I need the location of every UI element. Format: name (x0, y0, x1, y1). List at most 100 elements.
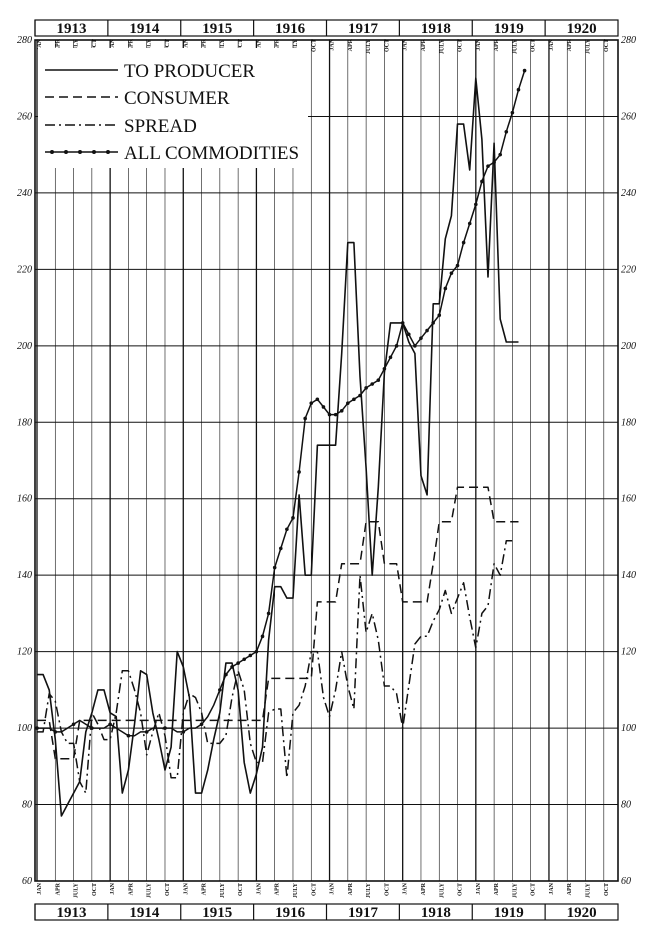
data-point-all-commodities-41 (285, 527, 289, 532)
data-point-all-commodities-64 (425, 328, 429, 333)
month-label-bottom-1917-OCT: OCT (384, 883, 390, 896)
month-label-bottom-1918-APR: APR (421, 882, 427, 895)
data-point-all-commodities-44 (303, 416, 307, 421)
year-header-bottom-1914: 1914 (129, 905, 160, 921)
data-point-all-commodities-54 (364, 386, 368, 390)
month-label-top-1914-OCT: OCT (165, 39, 171, 52)
y-tick-left-100: 100 (17, 723, 32, 734)
data-point-all-commodities-80 (522, 68, 527, 73)
data-point-all-commodities-68 (449, 271, 454, 275)
y-tick-right-200: 200 (621, 341, 636, 352)
data-point-all-commodities-40 (278, 546, 283, 551)
month-label-top-1917-JULY: JULY (366, 38, 372, 54)
data-point-all-commodities-0 (35, 726, 39, 730)
month-label-top-1915-JULY: JULY (220, 38, 226, 54)
month-label-top-1920-JULY: JULY (586, 38, 592, 54)
legend-background (38, 48, 308, 168)
year-header-top: 1913 1914 1915 1916 1917 1918 1919 1920 JAN APR JU… (34, 19, 619, 54)
month-label-bottom-1914-OCT: OCT (165, 883, 171, 896)
year-header-top-1917: 1917 (348, 21, 379, 37)
data-point-all-commodities-37 (260, 634, 265, 639)
year-header-bottom-1919: 1919 (494, 905, 524, 921)
month-label-top-1918-APR: APR (421, 38, 427, 51)
month-label-bottom-1917-APR: APR (348, 882, 354, 895)
month-label-top-1916-JAN: JAN (256, 38, 262, 50)
data-point-all-commodities-45 (309, 401, 314, 405)
year-header-bottom-1920: 1920 (567, 905, 597, 921)
legend-swatch-dot-3 (92, 150, 96, 154)
data-point-all-commodities-32 (230, 665, 234, 669)
month-label-bottom-1918-JULY: JULY (439, 882, 445, 898)
y-tick-left-200: 200 (17, 341, 32, 352)
data-point-all-commodities-55 (370, 382, 375, 386)
y-tick-left-220: 220 (17, 264, 32, 275)
data-point-all-commodities-58 (388, 355, 393, 360)
month-label-bottom-1919-APR: APR (494, 882, 500, 895)
y-tick-left-280: 280 (17, 35, 32, 46)
series-line-consumer (37, 486, 519, 760)
month-label-bottom-1913-OCT: OCT (92, 883, 98, 896)
month-label-top-1917-APR: APR (348, 38, 354, 51)
plot-frame (34, 39, 619, 882)
y-tick-right-260: 260 (621, 111, 636, 122)
month-label-bottom-1918-OCT: OCT (458, 883, 464, 896)
data-point-all-commodities-72 (474, 202, 478, 207)
legend-label-0: TO PRODUCER (124, 61, 255, 82)
month-label-bottom-1920-OCT: OCT (604, 883, 610, 896)
data-point-all-commodities-52 (352, 397, 356, 402)
y-tick-right-160: 160 (621, 494, 636, 505)
month-label-top-1918-JULY: JULY (439, 38, 445, 54)
legend-label-3: ALL COMMODITIES (124, 143, 299, 164)
year-header-bottom-1913: 1913 (56, 905, 86, 921)
month-label-top-1916-APR: APR (275, 38, 281, 51)
month-label-bottom-1919-OCT: OCT (531, 883, 537, 896)
data-point-all-commodities-59 (394, 344, 399, 348)
month-label-top-1913-OCT: OCT (92, 39, 98, 52)
data-point-all-commodities-66 (437, 313, 442, 318)
month-label-top-1915-APR: APR (202, 38, 208, 51)
data-point-all-commodities-75 (492, 160, 496, 165)
month-label-top-1913-APR: APR (55, 38, 61, 51)
data-point-all-commodities-53 (358, 393, 362, 398)
y-axis-left: 60 80 100 120 140 160 180 200 220 240 260 280 (17, 35, 32, 887)
y-tick-right-120: 120 (621, 647, 636, 658)
series-all-commodities (35, 68, 527, 738)
month-label-bottom-1920-JULY: JULY (586, 882, 592, 898)
y-tick-left-60: 60 (22, 876, 32, 887)
month-label-bottom-1919-JULY: JULY (512, 882, 518, 898)
month-label-bottom-1920-APR: APR (567, 882, 573, 895)
data-point-all-commodities-42 (291, 516, 295, 520)
month-label-top-1918-OCT: OCT (458, 39, 464, 52)
data-point-all-commodities-43 (297, 470, 301, 474)
data-point-all-commodities-34 (242, 657, 247, 662)
year-header-top-1919: 1919 (494, 21, 524, 37)
data-point-all-commodities-50 (339, 409, 344, 413)
data-point-all-commodities-73 (480, 179, 484, 184)
legend-label-2: SPREAD (124, 116, 197, 137)
month-label-top-1915-JAN: JAN (183, 38, 189, 50)
y-tick-left-120: 120 (17, 647, 32, 658)
month-label-top-1914-APR: APR (128, 38, 134, 51)
year-header-top-1920: 1920 (567, 21, 597, 37)
month-label-top-1919-OCT: OCT (531, 39, 537, 52)
data-point-all-commodities-21 (163, 726, 167, 730)
data-point-all-commodities-57 (382, 366, 387, 371)
data-point-all-commodities-78 (510, 110, 515, 115)
data-point-all-commodities-33 (236, 661, 240, 665)
month-label-bottom-1915-JULY: JULY (220, 882, 226, 898)
data-point-all-commodities-70 (461, 240, 466, 245)
data-point-all-commodities-31 (224, 672, 228, 677)
data-point-all-commodities-36 (254, 649, 259, 654)
data-point-all-commodities-69 (455, 263, 460, 268)
y-tick-left-180: 180 (17, 417, 32, 428)
month-label-bottom-1914-JULY: JULY (147, 882, 153, 898)
month-label-top-1917-OCT: OCT (384, 39, 390, 52)
y-tick-right-280: 280 (621, 35, 636, 46)
month-label-top-1920-APR: APR (567, 38, 573, 51)
legend-label-1: CONSUMER (124, 88, 230, 109)
month-label-top-1918-JAN: JAN (403, 38, 409, 50)
month-label-top-1914-JAN: JAN (110, 38, 116, 50)
y-tick-right-140: 140 (621, 570, 636, 581)
data-point-all-commodities-77 (504, 129, 509, 134)
